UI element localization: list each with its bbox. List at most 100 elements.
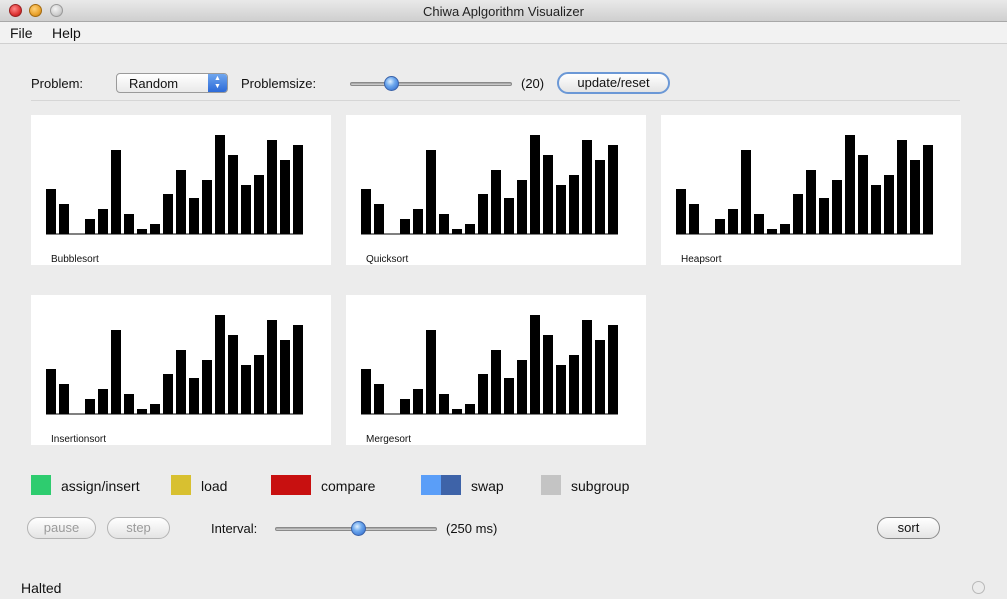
swap-label: swap [471, 478, 504, 494]
pause-button[interactable]: pause [27, 517, 96, 539]
sort-button[interactable]: sort [877, 517, 940, 539]
insertionsort-panel: Insertionsort [31, 295, 331, 445]
bubblesort-label: Bubblesort [51, 254, 99, 265]
bar [858, 155, 868, 234]
bar [543, 335, 553, 414]
maximize-window-button[interactable] [50, 4, 63, 17]
bar [754, 214, 764, 234]
bar [189, 198, 199, 234]
bar [923, 145, 933, 234]
bar [465, 404, 475, 414]
bar [897, 140, 907, 234]
bar [845, 135, 855, 234]
bar [504, 198, 514, 234]
mergesort-bars [361, 315, 618, 415]
bar [608, 145, 618, 234]
problem-select-value: Random [129, 76, 179, 91]
bar [741, 150, 751, 234]
bar [478, 374, 488, 414]
bar [884, 175, 894, 234]
minimize-window-button[interactable] [29, 4, 42, 17]
problemsize-slider-knob[interactable] [384, 76, 399, 91]
bar [400, 399, 410, 414]
bar [46, 189, 56, 234]
insertionsort-label: Insertionsort [51, 434, 107, 445]
bar [569, 175, 579, 234]
bar [202, 360, 212, 414]
bar [124, 214, 134, 234]
bar [280, 340, 290, 414]
bar [715, 219, 725, 234]
mergesort-panel: Mergesort [346, 295, 646, 445]
compare-label: compare [321, 478, 376, 494]
heapsort-panel: Heapsort [661, 115, 961, 265]
bar [111, 330, 121, 414]
bar [728, 209, 738, 234]
bar [426, 330, 436, 414]
bar [85, 219, 95, 234]
bar [426, 150, 436, 234]
bar [280, 160, 290, 234]
bar [491, 350, 501, 414]
bar [59, 204, 69, 234]
bar [150, 224, 160, 234]
bar [676, 189, 686, 234]
assign-insert-label: assign/insert [61, 478, 140, 494]
bar [361, 189, 371, 234]
bar [254, 355, 264, 414]
assign-insert-swatch [31, 475, 51, 495]
bar [215, 135, 225, 234]
bar [85, 399, 95, 414]
problem-select[interactable]: Random ▲ ▼ [116, 73, 228, 93]
bar [806, 170, 816, 234]
bar [59, 384, 69, 414]
bar [374, 384, 384, 414]
problemsize-slider-track[interactable] [350, 82, 512, 86]
bar [176, 170, 186, 234]
bar [582, 320, 592, 414]
bar [400, 219, 410, 234]
update-reset-button[interactable]: update/reset [557, 72, 670, 94]
bar [46, 369, 56, 414]
select-arrows-icon: ▲ ▼ [208, 74, 227, 92]
bar [871, 185, 881, 234]
bar [241, 185, 251, 234]
bar [910, 160, 920, 234]
bar [530, 315, 540, 414]
bar [832, 180, 842, 234]
heapsort-label: Heapsort [681, 254, 722, 265]
swap-swatch-dark [441, 475, 461, 495]
bar [452, 229, 462, 234]
bar [582, 140, 592, 234]
interval-label: Interval: [211, 521, 258, 536]
bar [556, 185, 566, 234]
bar [361, 369, 371, 414]
bar [689, 204, 699, 234]
bar [137, 229, 147, 234]
interval-value: (250 ms) [446, 521, 498, 536]
interval-slider-knob[interactable] [351, 521, 366, 536]
problemsize-value: (20) [521, 76, 545, 91]
close-window-button[interactable] [9, 4, 22, 17]
subgroup-swatch [541, 475, 561, 495]
step-button[interactable]: step [107, 517, 170, 539]
bar [163, 194, 173, 234]
bar [228, 155, 238, 234]
menu-help[interactable]: Help [52, 25, 81, 41]
menu-file[interactable]: File [10, 25, 33, 41]
separator [31, 100, 960, 101]
bar [215, 315, 225, 414]
bar [452, 409, 462, 414]
bar [111, 150, 121, 234]
bar [124, 394, 134, 414]
bar [569, 355, 579, 414]
bar [413, 389, 423, 414]
bar [254, 175, 264, 234]
bar [517, 180, 527, 234]
bar [413, 209, 423, 234]
bar [465, 224, 475, 234]
bubblesort-panel: Bubblesort [31, 115, 331, 265]
bar [517, 360, 527, 414]
bar [241, 365, 251, 414]
title-bar: Chiwa Aplgorithm Visualizer [0, 0, 1007, 22]
